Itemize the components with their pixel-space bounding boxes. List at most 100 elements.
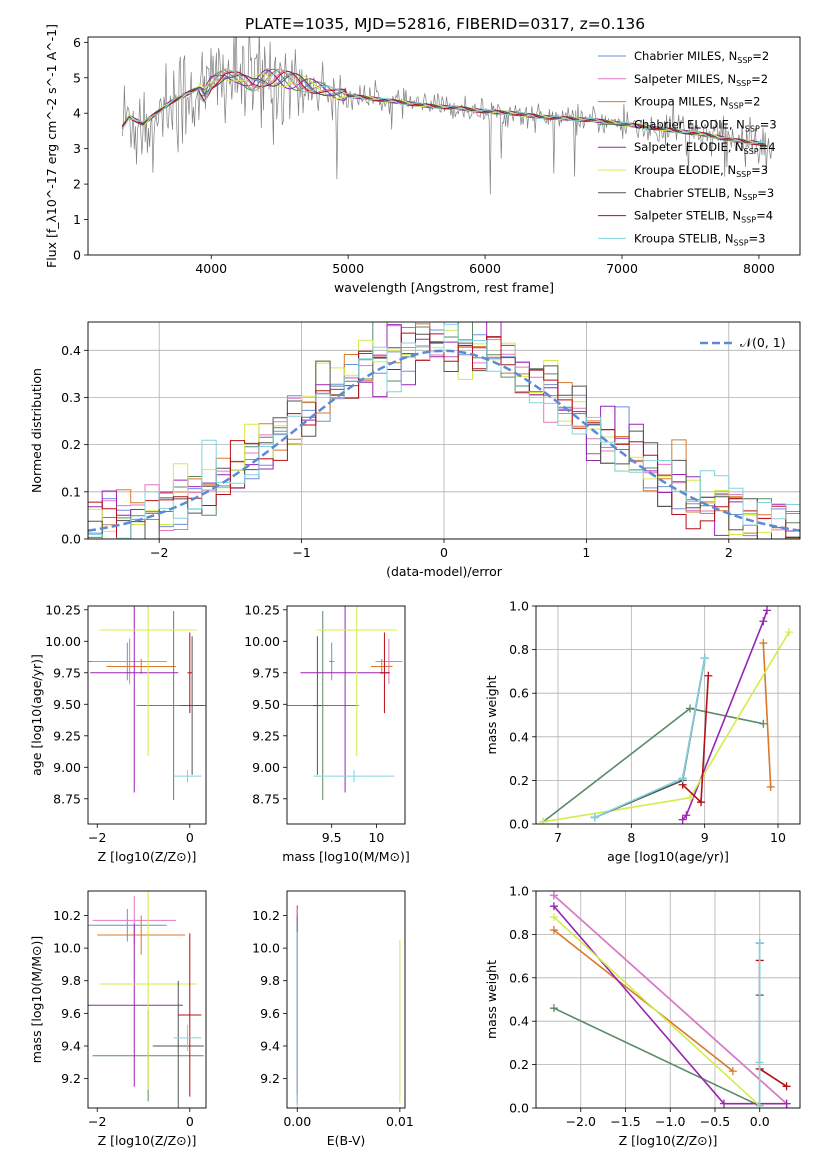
legend-subscript: SSP xyxy=(744,147,759,156)
spectrum-ytick-label: 5 xyxy=(73,70,81,85)
legend-value: =2 xyxy=(744,95,761,109)
mass-weight-vs-Z-axes: −2.0 −1.5 −1.0 −0.5 0.0 0.0 0.2 0.4 0.6 0.8 1.0 Z [… xyxy=(484,884,801,1148)
legend-subscript: SSP xyxy=(742,193,757,202)
legend-subscript: SSP xyxy=(737,56,752,65)
series-kroupa-elodie xyxy=(553,916,761,1107)
spectrum-xtick-label: 4000 xyxy=(195,261,227,276)
age-vs-Z-ytick-label: 9.75 xyxy=(53,665,81,680)
series-salpeter-elodie-marker xyxy=(549,902,558,911)
legend-label: Chabrier MILES, NSSP=2 xyxy=(634,49,769,65)
model-spectrum-salpeter-stelib xyxy=(121,70,766,145)
series-chabrier-elodie xyxy=(542,707,764,823)
series-kroupa-stelib-marker xyxy=(755,1058,764,1067)
spectrum-xtick-label: 7000 xyxy=(606,261,638,276)
mass-weight-vs-age-ytick-label: 0.0 xyxy=(509,817,529,832)
spectrum-xtick-label: 8000 xyxy=(743,261,775,276)
series-salpeter-elodie-marker xyxy=(678,815,687,824)
legend-value: =2 xyxy=(752,49,769,63)
axes-frame xyxy=(87,605,207,825)
mass-vs-ebv-ytick-label: 10.2 xyxy=(252,908,280,923)
axes-frame xyxy=(87,890,207,1109)
mass-weight-vs-Z-xtick-label: −1.0 xyxy=(655,1114,685,1129)
residuals-ytick-label: 0.1 xyxy=(61,484,81,499)
residuals-ytick-label: 0.2 xyxy=(61,437,81,452)
series-salpeter-elodie-marker xyxy=(719,1099,728,1108)
spectrum-xlabel: wavelength [Angstrom, rest frame] xyxy=(334,280,554,295)
spectrum-ytick-label: 3 xyxy=(73,141,81,156)
legend-subscript: SSP xyxy=(736,79,751,88)
mass-weight-vs-age-ytick-label: 1.0 xyxy=(509,599,529,614)
series-kroupa-elodie-marker xyxy=(686,793,694,802)
series-kroupa-miles-marker xyxy=(728,1067,737,1076)
mass-weight-vs-Z-ylabel: mass weight xyxy=(484,960,499,1039)
series-kroupa-stelib-marker xyxy=(678,774,687,783)
age-vs-mass-ytick-label: 10.00 xyxy=(244,634,280,649)
series-salpeter-elodie-marker xyxy=(682,811,691,820)
mass-weight-vs-Z-xtick-label: −1.5 xyxy=(610,1114,640,1129)
mass-weight-vs-age-axes: 7 8 9 10 0.0 0.2 0.4 0.6 0.8 1.0 age [log10(age/yr… xyxy=(484,599,801,864)
series-chabrier-elodie xyxy=(553,1007,761,1107)
series-salpeter-elodie xyxy=(682,610,768,821)
legend-value: =2 xyxy=(751,72,768,86)
series-kroupa-stelib xyxy=(594,658,706,819)
spectrum-ytick-label: 1 xyxy=(73,212,81,227)
series-salpeter-miles xyxy=(553,894,788,1105)
mass-weight-vs-age-plot-area xyxy=(539,606,793,824)
model-spectrum-kroupa-stelib xyxy=(121,68,766,145)
mass-weight-vs-age-ytick-label: 0.6 xyxy=(509,686,529,701)
residuals-xtick-label: 2 xyxy=(725,545,733,560)
residuals-axes: −2 −1 0 1 2 0.0 0.1 0.2 0.3 0.4 (data-model)/error… xyxy=(29,321,801,579)
mass-vs-ebv-ytick-label: 9.2 xyxy=(260,1071,280,1086)
series-kroupa-miles xyxy=(553,929,734,1072)
mass-weight-vs-age-xtick-label: 9 xyxy=(701,830,709,845)
mass-vs-ebv-ytick-label: 10.0 xyxy=(252,941,280,956)
mass-weight-vs-age-ytick-label: 0.2 xyxy=(509,773,529,788)
mass-weight-vs-age-xtick-label: 7 xyxy=(554,830,562,845)
legend-subscript: SSP xyxy=(741,216,756,225)
series-salpeter-elodie-marker xyxy=(763,606,771,615)
mass-vs-Z-ytick-label: 9.4 xyxy=(61,1039,81,1054)
age-vs-mass-axes: 9.5 10 8.75 9.00 9.25 9.50 9.75 10.00 10.25 mass … xyxy=(244,602,410,864)
mass-vs-Z-ytick-label: 9.6 xyxy=(61,1006,81,1021)
model-spectrum-salpeter-elodie xyxy=(121,69,767,148)
mass-weight-vs-age-xlabel: age [log10(age/yr)] xyxy=(607,849,729,864)
legend-value: =3 xyxy=(757,186,774,200)
mass-vs-Z-xtick-label: −2 xyxy=(88,1114,106,1129)
mass-vs-ebv-axes: 0.00 0.01 9.2 9.4 9.6 9.8 10.0 10.2 E(B-V) xyxy=(252,890,414,1148)
mass-vs-Z-ylabel: mass [log10(M/M⊙)] xyxy=(29,936,44,1064)
axes-frame xyxy=(535,890,801,1109)
mass-vs-ebv-plot-area xyxy=(296,905,401,1108)
mass-vs-Z-axes: −2 0 9.2 9.4 9.6 9.8 10.0 10.2 Z [log10(Z/Z⊙)] ma… xyxy=(29,890,207,1148)
mass-weight-vs-Z-ytick-label: 0.8 xyxy=(509,927,529,942)
age-vs-Z-xtick-label: 0 xyxy=(186,830,194,845)
mass-vs-Z-xlabel: Z [log10(Z/Z⊙)] xyxy=(98,1133,197,1148)
age-vs-Z-ytick-label: 9.50 xyxy=(53,697,81,712)
mass-vs-Z-ytick-label: 10.2 xyxy=(53,908,81,923)
axes-frame xyxy=(535,605,801,825)
age-vs-Z-plot-area xyxy=(88,606,206,801)
series-chabrier-elodie-marker xyxy=(549,1004,558,1013)
mass-vs-ebv-ytick-label: 9.4 xyxy=(260,1039,280,1054)
series-kroupa-elodie-marker xyxy=(539,817,548,824)
axes-frame xyxy=(286,605,406,825)
legend-subscript: SSP xyxy=(736,170,751,179)
series-kroupa-stelib-marker xyxy=(755,1101,764,1108)
legend-value: =4 xyxy=(756,209,773,223)
age-vs-Z-ytick-label: 10.00 xyxy=(45,634,81,649)
legend-label: Salpeter STELIB, NSSP=4 xyxy=(634,209,773,225)
series-salpeter-stelib-marker xyxy=(704,671,713,680)
legend-value: =3 xyxy=(751,163,768,177)
figure-title: PLATE=1035, MJD=52816, FIBERID=0317, z=0… xyxy=(245,15,645,33)
series-kroupa-miles xyxy=(762,643,772,787)
mass-weight-vs-Z-plot-area xyxy=(549,891,791,1108)
residuals-plot-area xyxy=(88,322,800,539)
axes-frame xyxy=(87,321,801,540)
mass-weight-vs-Z-xlabel: Z [log10(Z/Z⊙)] xyxy=(619,1133,718,1148)
legend-label: Kroupa STELIB, NSSP=3 xyxy=(634,231,765,247)
histogram-kroupa-stelib xyxy=(88,323,800,539)
axes-frame xyxy=(87,36,801,256)
legend-normal-label: 𝒩(0, 1) xyxy=(740,335,786,350)
mass-vs-Z-ytick-label: 10.0 xyxy=(53,941,81,956)
mass-weight-vs-Z-xtick-label: 0.0 xyxy=(750,1114,770,1129)
